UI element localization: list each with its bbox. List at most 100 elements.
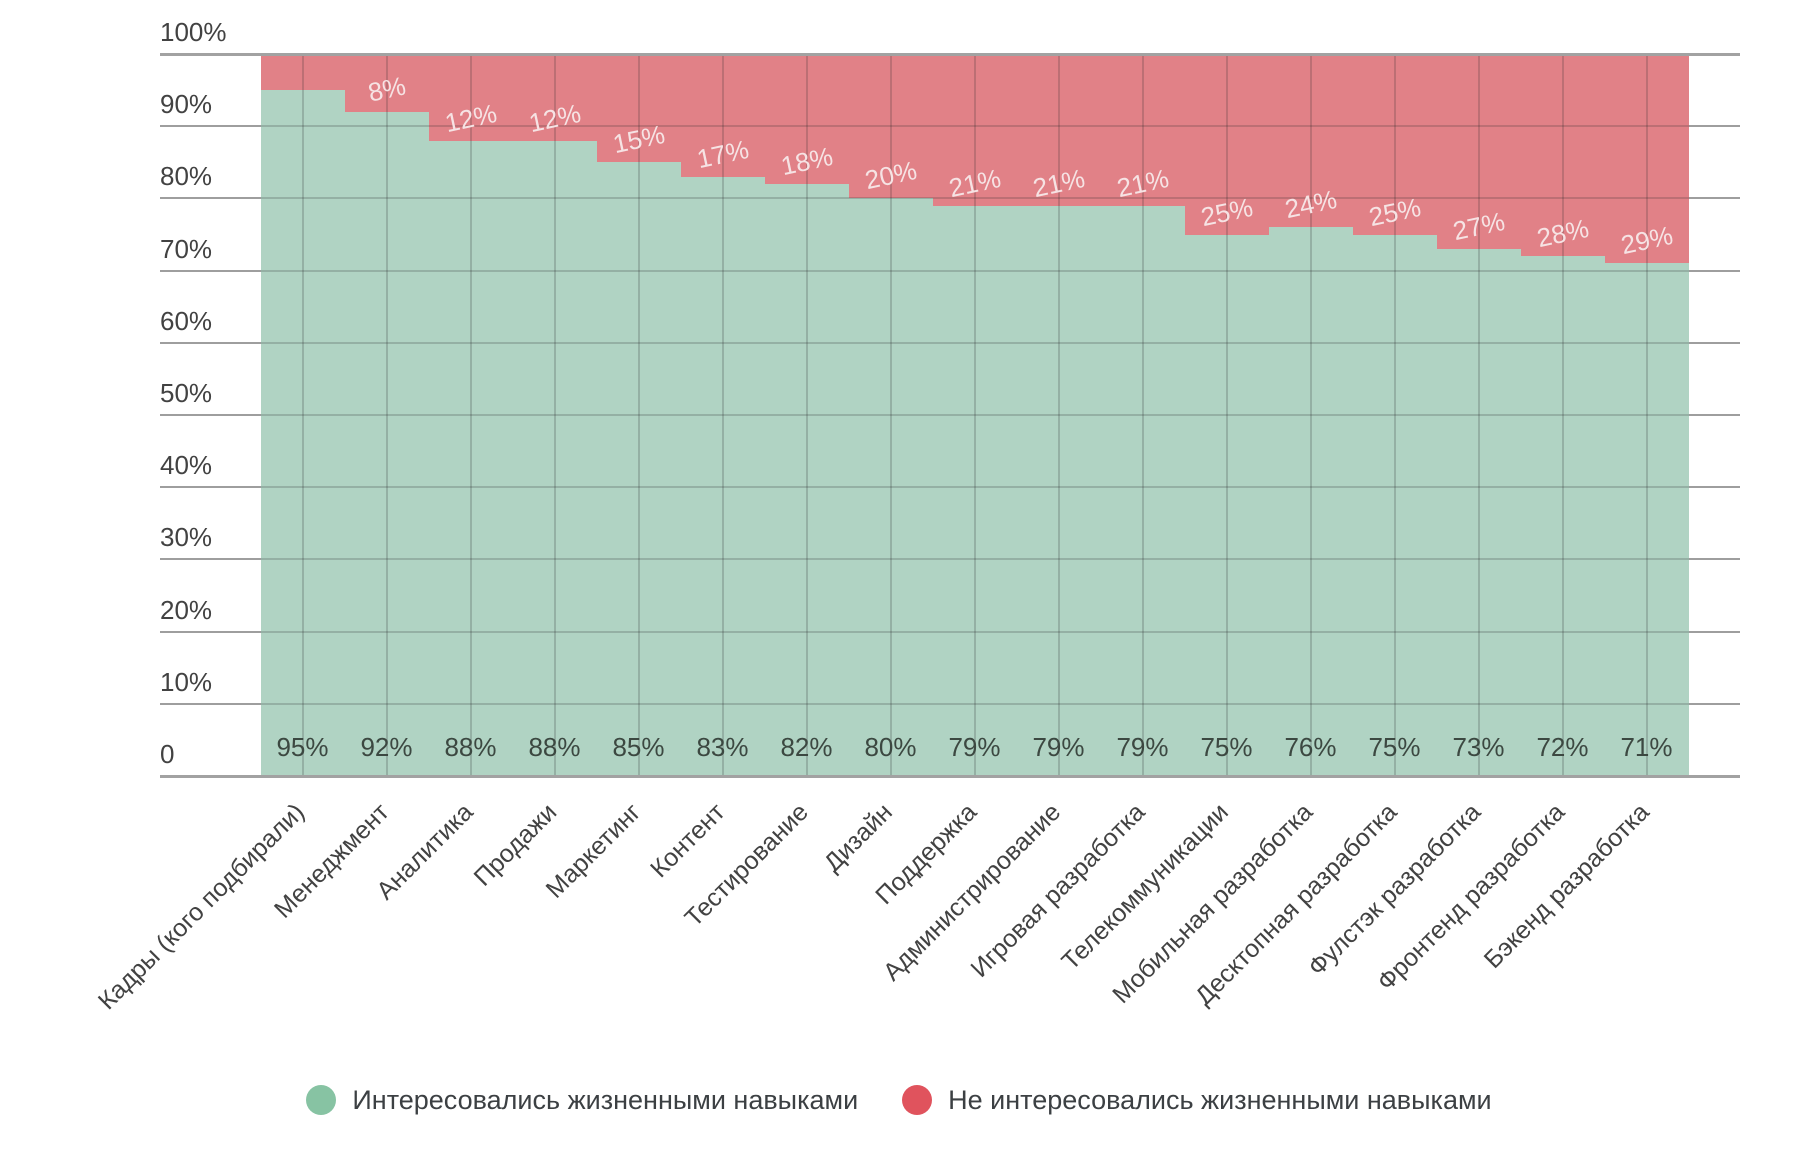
y-tick-label: 50% [160,378,213,408]
value-label-interested: 72% [1536,732,1589,762]
plot-area: 100% 90% 80% 70% 60% 50% 40% 30% 20% 10% 0 95% 92% 88… [93,17,1740,1015]
legend: Интересовались жизненными навыками Не ин… [0,1072,1798,1128]
value-label-interested: 73% [1452,732,1505,762]
legend-swatch-red-icon [902,1085,933,1115]
bar-segment-interested [848,198,933,776]
gridline-vertical [301,54,304,776]
bar-segment-not-interested [596,54,681,163]
value-label-interested: 75% [1200,732,1253,762]
bar-segment-not-interested [1100,54,1185,206]
gridline-vertical [1645,54,1648,776]
gridline-horizontal-overlay [260,341,1689,344]
y-tick-label: 100% [160,17,227,47]
value-label-interested: 83% [696,732,749,762]
bar-segment-not-interested [1268,54,1353,228]
value-label-interested: 95% [276,732,329,762]
x-axis-label: Контент [645,798,731,884]
legend-item-interested: Интересовались жизненными навыками [306,1085,858,1116]
gridline-vertical [1057,54,1060,776]
axis-line-bottom [160,775,1740,778]
gridline-vertical [889,54,892,776]
gridline-vertical [1309,54,1312,776]
bar-segment-not-interested [1352,54,1437,235]
bar-segment-interested [596,162,681,776]
gridline-horizontal-overlay [260,269,1689,272]
value-label-interested: 85% [612,732,665,762]
bar-segment-not-interested [1016,54,1101,206]
bar-segment-not-interested [680,54,765,177]
value-label-interested: 82% [780,732,833,762]
legend-swatch-green-icon [306,1085,337,1115]
gridline-vertical [1141,54,1144,776]
legend-label-interested: Интересовались жизненными навыками [352,1084,859,1115]
gridline-vertical [553,54,556,776]
gridline-horizontal-overlay [260,197,1689,200]
gridline-vertical [385,54,388,776]
bar-segment-not-interested [428,54,513,141]
bar-segment-interested [1268,227,1353,776]
gridline-horizontal-overlay [260,558,1689,561]
y-tick-label: 40% [160,450,213,481]
y-tick-label: 90% [160,89,213,120]
value-label-interested: 88% [444,732,497,762]
bar-segment-not-interested [512,54,597,141]
gridline-vertical [1393,54,1396,776]
bar-segment-not-interested [1520,54,1605,257]
y-tick-label: 30% [160,522,213,553]
value-label-interested: 71% [1620,732,1673,762]
y-tick-label: 80% [160,161,213,192]
bar-segment-interested [1436,248,1521,776]
y-tick-label: 0 [160,739,175,769]
legend-item-not-interested: Не интересовались жизненными навыками [902,1084,1492,1116]
gridline-horizontal-overlay [260,486,1689,489]
value-label-interested: 88% [528,732,581,762]
bar-segment-not-interested [1436,54,1521,249]
value-label-interested: 79% [1116,732,1169,762]
gridline-vertical [469,54,472,776]
bar-segment-interested [1352,234,1437,776]
gridline-horizontal-overlay [260,702,1689,705]
bar-segment-not-interested [764,54,849,184]
bar-segment-interested [1604,263,1689,776]
bar-segment-not-interested [344,54,429,112]
bar-segment-interested [680,176,765,776]
axis-line-top [160,52,1740,56]
bar-segment-interested [512,140,597,776]
gridline-vertical [721,54,724,776]
bar-segment-not-interested [848,54,933,199]
x-axis-label: Дизайн [819,798,899,878]
bar-segment-interested [764,183,849,776]
bar-segment-interested [1016,205,1101,776]
bar-segment-not-interested [932,54,1017,206]
gridline-vertical [637,54,640,776]
bar-segment-not-interested [260,54,345,91]
bar-segment-interested [344,111,429,776]
y-tick-label: 20% [160,594,213,625]
y-tick-label: 70% [160,233,213,264]
gridline-vertical [805,54,808,776]
value-label-interested: 75% [1368,732,1421,762]
y-tick-label: 10% [160,666,213,697]
x-axis-label: Бэкенд разработка [1478,798,1655,975]
bar-segment-interested [428,140,513,776]
bar-segment-interested [1100,205,1185,776]
gridline-vertical [1225,54,1228,776]
gridline-vertical [1561,54,1564,776]
bar-segment-interested [1184,234,1269,776]
value-label-interested: 79% [1032,732,1085,762]
value-label-interested: 92% [360,732,413,762]
gridline-vertical [1477,54,1480,776]
value-label-interested: 76% [1284,732,1337,762]
gridline-vertical [973,54,976,776]
bar-segment-not-interested [1604,54,1689,264]
gridline-horizontal-overlay [260,414,1689,416]
value-label-interested: 79% [948,732,1001,762]
bar-segment-interested [932,205,1017,776]
legend-label-not-interested: Не интересовались жизненными навыками [948,1084,1492,1115]
value-label-interested: 80% [864,732,917,762]
gridline-horizontal-overlay [260,125,1689,128]
bar-segment-interested [260,90,345,776]
bar-segment-interested [1520,256,1605,776]
bar-segment-not-interested [1184,54,1269,235]
